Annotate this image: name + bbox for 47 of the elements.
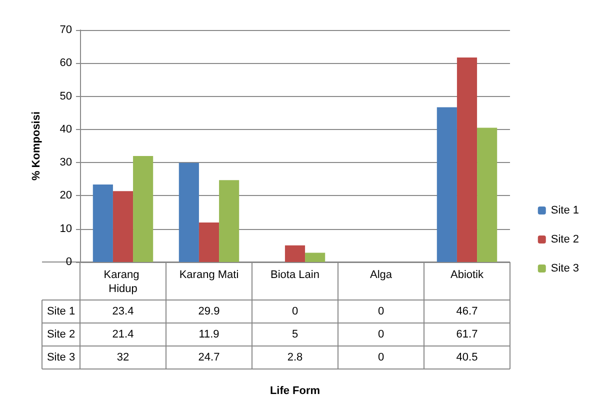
data-label: 23.4	[112, 306, 134, 318]
bar	[112, 191, 134, 262]
data-label: 40.5	[456, 352, 478, 364]
bar	[178, 162, 199, 262]
bar	[284, 245, 306, 262]
text: Site 3	[46, 352, 76, 364]
y-tick-label: 20	[60, 190, 72, 202]
data-label: 0	[378, 352, 384, 364]
y-tick-label: 10	[60, 222, 72, 235]
legend-label: Site 1	[550, 204, 580, 216]
text: Site 1	[46, 306, 76, 318]
data-label: 11.9	[198, 328, 220, 340]
data-label: 61.7	[456, 328, 478, 340]
data-label: 5	[292, 328, 298, 340]
y-tick-label: 50	[60, 90, 72, 102]
data-label: 46.7	[456, 306, 478, 318]
bar	[305, 252, 326, 262]
y-tick-label: 0	[66, 256, 72, 268]
data-label: 21.4	[112, 328, 134, 340]
x-tick-label: Biota Lain	[270, 269, 320, 281]
data-label: 2.8	[287, 352, 303, 364]
text: Site 2	[46, 328, 76, 340]
data-label: 0	[378, 328, 384, 340]
bar	[436, 107, 457, 262]
data-label: 0	[292, 306, 298, 318]
bar	[133, 156, 154, 262]
x-tick-label: Karang Hidup	[104, 269, 142, 295]
data-label: 32	[116, 352, 130, 364]
bar	[198, 222, 220, 262]
text: Life Form	[270, 385, 320, 397]
legend-label: Site 2	[550, 234, 580, 246]
y-tick-label: 70	[60, 24, 72, 36]
y-tick-label: 30	[60, 156, 72, 169]
bar	[92, 184, 113, 262]
legend-label: Site 3	[550, 262, 580, 274]
y-axis-title: % Komposisi	[30, 111, 42, 181]
data-label: 29.9	[198, 306, 220, 318]
y-tick-label: 60	[60, 57, 72, 70]
x-tick-label: Alga	[370, 269, 393, 281]
bar	[477, 128, 498, 262]
bar	[219, 180, 240, 262]
data-label: 24.7	[198, 352, 220, 364]
bar	[456, 58, 478, 262]
y-tick-label: 40	[60, 123, 72, 136]
x-tick-label: Karang Mati	[179, 269, 239, 281]
data-label: 0	[378, 306, 384, 318]
x-tick-label: Abiotik	[450, 269, 484, 281]
